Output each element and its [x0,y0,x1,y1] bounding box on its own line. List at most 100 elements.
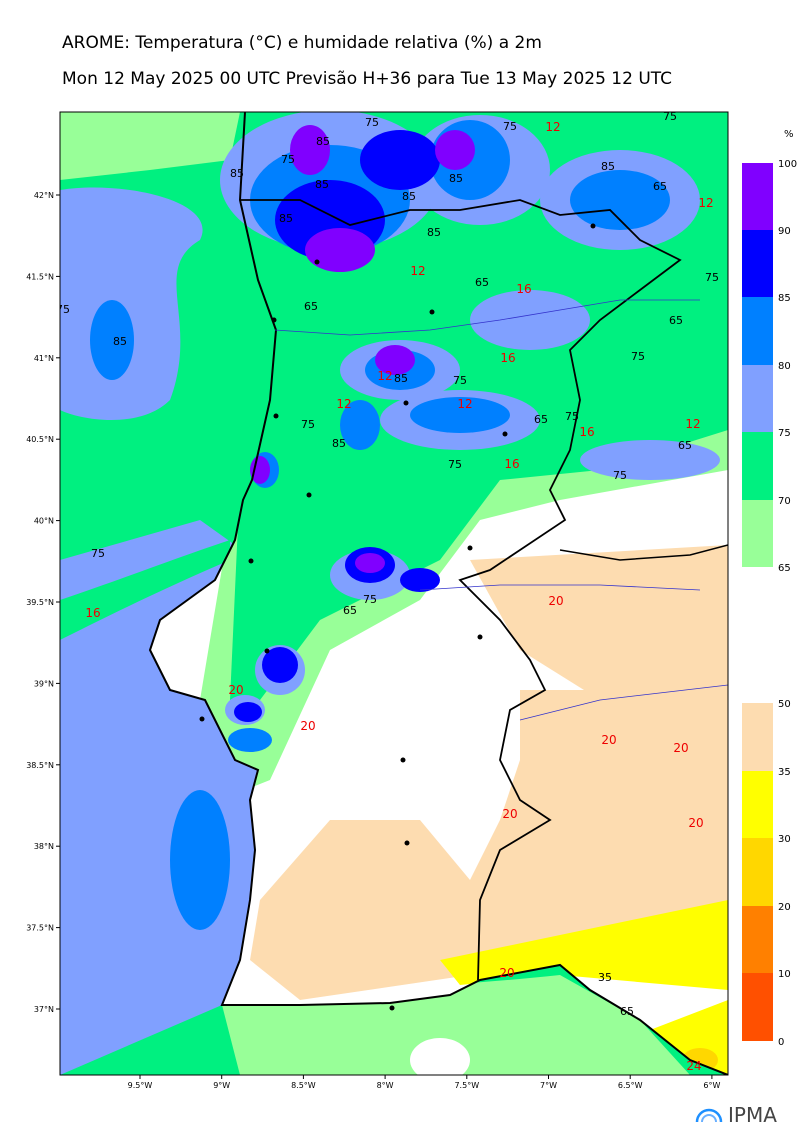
humidity-contour-label: 85 [315,178,329,191]
temperature-contour-label: 20 [300,719,315,733]
humidity-contour-label: 85 [332,437,346,450]
humidity-contour-label: 75 [705,271,719,284]
humidity-contour-label: 75 [281,153,295,166]
humidity-contour-label: 75 [448,458,462,471]
colorbar-label: 20 [778,902,791,913]
colorbar-swatch [742,432,773,500]
temperature-contour-label: 12 [698,196,713,210]
humidity-contour-label: 75 [613,469,627,482]
humidity-contour-label: 35 [598,971,612,984]
colorbar-swatch [742,973,773,1041]
subtitle: Mon 12 May 2025 00 UTC Previsão H+36 par… [62,69,672,89]
colorbar-label: 10 [778,969,791,980]
humidity-contour-label: 75 [631,350,645,363]
humidity-contour-label: 65 [653,180,667,193]
humidity-contour-label: 65 [534,413,548,426]
lon-label: 7°W [540,1081,557,1090]
temperature-contour-label: 16 [579,425,594,439]
temperature-contour-label: 12 [377,369,392,383]
lat-label: 38°N [34,842,54,851]
humidity-contour-label: 85 [402,190,416,203]
temperature-contour-label: 12 [545,120,560,134]
colorbar-unit: % [784,129,794,140]
humidity-contour-label: 85 [394,372,408,385]
humidity-contour-label: 65 [620,1005,634,1018]
temperature-contour-label: 20 [688,816,703,830]
lat-label: 41.5°N [26,272,54,281]
temperature-contour-label: 16 [85,606,100,620]
temperature-contour-label: 20 [601,733,616,747]
lat-label: 38.5°N [26,761,54,770]
lat-label: 40.5°N [26,435,54,444]
humidity-contour-label: 75 [56,303,70,316]
colorbar-label: 80 [778,361,791,372]
humidity-contour-label: 65 [475,276,489,289]
colorbar-swatch [742,703,773,771]
humidity-contour-label: 75 [453,374,467,387]
humidity-contour-label: 65 [669,314,683,327]
lon-label: 6.5°W [618,1081,643,1090]
humidity-contour-label: 75 [91,547,105,560]
temperature-contour-label: 12 [410,264,425,278]
colorbar-label: 35 [778,767,791,778]
colorbar-label: 30 [778,834,791,845]
temperature-contour-label: 20 [548,594,563,608]
temperature-contour-label: 20 [673,741,688,755]
temperature-contour-label: 16 [504,457,519,471]
humidity-contour-label: 75 [663,110,677,123]
lat-label: 39°N [34,679,54,688]
temperature-contour-label: 12 [457,397,472,411]
temperature-contour-label: 16 [516,282,531,296]
lon-label: 8°W [377,1081,394,1090]
lat-label: 41°N [34,354,54,363]
humidity-contour-label: 85 [113,335,127,348]
lon-label: 7.5°W [454,1081,479,1090]
lon-label: 8.5°W [291,1081,316,1090]
colorbar-label: 75 [778,428,791,439]
colorbar-label: 0 [778,1037,784,1048]
logo-text: IPMA [728,1103,777,1127]
lat-label: 40°N [34,517,54,526]
colorbar-label: 50 [778,699,791,710]
humidity-contour-label: 75 [363,593,377,606]
colorbar-label: 65 [778,563,791,574]
humidity-contour-label: 75 [365,116,379,129]
humidity-contour-label: 75 [565,410,579,423]
humidity-contour-label: 85 [449,172,463,185]
lat-label: 39.5°N [26,598,54,607]
temperature-contour-label: 16 [500,351,515,365]
temperature-contour-label: 20 [228,683,243,697]
lon-label: 9.5°W [128,1081,153,1090]
lat-label: 37.5°N [26,924,54,933]
colorbar-label: 90 [778,226,791,237]
map-area: 75 85 75 85 85 85 85 85 65 85 85 65 75 65 65 75 85 75 75 85… [56,110,728,1075]
colorbar-swatch [742,297,773,365]
humidity-contour-label: 85 [316,135,330,148]
colorbar-swatch [742,771,773,838]
colorbar-swatch [742,906,773,973]
humidity-contour-label: 65 [343,604,357,617]
temperature-contour-label: 20 [502,807,517,821]
humidity-contour-label: 85 [601,160,615,173]
lon-label: 6°W [703,1081,720,1090]
title: AROME: Temperatura (°C) e humidade relat… [62,33,542,53]
temperature-contour-label: 12 [336,397,351,411]
logo: IPMA [695,1103,777,1127]
colorbar-label: 100 [778,159,797,170]
humidity-contour-label: 85 [427,226,441,239]
lat-label: 37°N [34,1005,54,1014]
temperature-contour-label: 20 [499,966,514,980]
humidity-contour-label: 85 [279,212,293,225]
colorbar-swatch [742,163,773,230]
colorbar-swatch [742,230,773,297]
temperature-contour-label: 12 [685,417,700,431]
colorbar-label: 70 [778,496,791,507]
colorbar-swatch [742,365,773,432]
humidity-contour-label: 75 [503,120,517,133]
humidity-contour-label: 85 [230,167,244,180]
colorbar-swatch [742,838,773,906]
lon-label: 9°W [213,1081,230,1090]
temperature-contour-label: 24 [686,1059,701,1073]
humidity-contour-label: 65 [678,439,692,452]
